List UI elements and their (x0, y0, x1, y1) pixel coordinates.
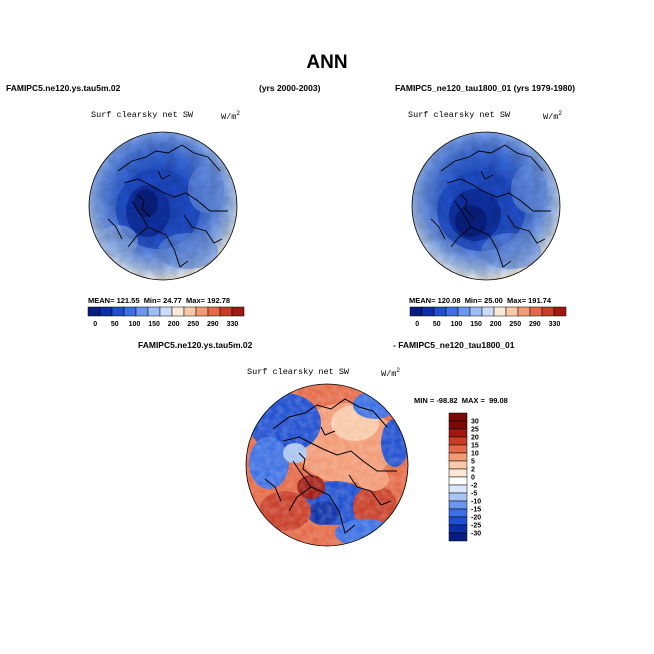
diff-colorbar-tick-label: 0 (471, 475, 475, 482)
panel2-colorbar-tick-label: 0 (415, 321, 419, 328)
panel2-colorbar-swatch (457, 306, 471, 317)
panel1-colorbar-swatch (171, 306, 185, 317)
panel1-colorbar-swatch (231, 306, 245, 317)
panel2-colorbar-tick-label: 50 (433, 321, 441, 328)
panel2-colorbar-swatch (517, 306, 531, 317)
panel2-colorbar-tick-label: 200 (490, 321, 502, 328)
diff-case-a: FAMIPC5.ne120.ys.tau5m.02 (138, 340, 253, 350)
panel1-case-name: FAMIPC5.ne120.ys.tau5m.02 (6, 83, 121, 93)
panel2-colorbar-swatch (409, 306, 423, 317)
diff-colorbar-tick-label: -2 (471, 483, 477, 490)
panel1-colorbar-tick-label: 100 (129, 321, 141, 328)
diff-colorbar-tick-label: 30 (471, 419, 479, 426)
panel2-colorbar-swatch (445, 306, 459, 317)
panel2-variable: Surf clearsky net SW (408, 110, 511, 120)
panel1-colorbar-swatch (135, 306, 149, 317)
diff-colorbar-swatch (448, 412, 468, 422)
panel1-colorbar-swatch (87, 306, 101, 317)
diff-colorbar-swatch (448, 436, 468, 446)
panel1-colorbar-tick-label: 200 (168, 321, 180, 328)
panel2-colorbar-swatch (433, 306, 447, 317)
panel2-colorbar: 0 50 100 150 200 250 290 330 (409, 306, 567, 328)
panel2-colorbar-swatch (421, 306, 435, 317)
panel1-colorbar-swatch (159, 306, 173, 317)
diff-colorbar-swatch (448, 420, 468, 430)
diff-colorbar-tick-label: -5 (471, 491, 477, 498)
panel1-colorbar-swatch (123, 306, 137, 317)
panel1-colorbar-tick-label: 330 (227, 321, 239, 328)
panel1-variable: Surf clearsky net SW (91, 110, 194, 120)
diff-colorbar-swatch (448, 492, 468, 502)
diff-colorbar-swatch (448, 476, 468, 486)
panel1-colorbar-tick-label: 150 (148, 321, 160, 328)
panel1-colorbar-swatch (219, 306, 233, 317)
panel1-stats: MEAN= 121.55 Min= 24.77 Max= 192.78 (88, 296, 231, 305)
diff-variable: Surf clearsky net SW (247, 367, 350, 377)
plot-title: ANN (306, 52, 348, 73)
panel1-colorbar-swatch (207, 306, 221, 317)
diff-colorbar-tick-label: 15 (471, 443, 479, 450)
diff-colorbar-tick-label: 5 (471, 459, 475, 466)
diff-case-b: - FAMIPC5_ne120_tau1800_01 (393, 340, 515, 350)
panel1-colorbar-swatch (183, 306, 197, 317)
panel2-case-name: FAMIPC5_ne120_tau1800_01 (yrs 1979-1980) (395, 83, 576, 93)
panel1-colorbar-tick-label: 0 (93, 321, 97, 328)
panel2-colorbar-swatch (481, 306, 495, 317)
diff-units: W/m2 (381, 367, 400, 379)
diff-colorbar-tick-label: 25 (471, 427, 479, 434)
panel2-colorbar-swatch (541, 306, 555, 317)
panel1-colorbar-tick-label: 250 (187, 321, 199, 328)
diff-colorbar-swatch (448, 460, 468, 470)
diff-colorbar-swatch (448, 524, 468, 534)
diff-colorbar-tick-label: -15 (471, 507, 481, 514)
panel1-colorbar-swatch (111, 306, 125, 317)
diff-minmax: MIN = -98.82 MAX = 99.08 (414, 396, 508, 405)
diff-colorbar-tick-label: 2 (471, 467, 475, 474)
diff-colorbar-swatch (448, 428, 468, 438)
panel2-colorbar-swatch (553, 306, 567, 317)
panel1-years: (yrs 2000-2003) (259, 83, 321, 93)
diff-colorbar-swatch (448, 508, 468, 518)
panel2-colorbar-tick-label: 150 (470, 321, 482, 328)
panel2-colorbar-tick-label: 100 (451, 321, 463, 328)
panel1-map (88, 131, 238, 281)
panel2-colorbar-tick-label: 330 (549, 321, 561, 328)
diff-colorbar-swatch (448, 468, 468, 478)
diff-colorbar-tick-label: -20 (471, 515, 481, 522)
panel2-colorbar-swatch (469, 306, 483, 317)
panel2-colorbar-swatch (529, 306, 543, 317)
diff-colorbar-tick-label: 20 (471, 435, 479, 442)
diff-colorbar-swatch (448, 500, 468, 510)
panel1-colorbar: 0 50 100 150 200 250 290 330 (87, 306, 245, 328)
diff-colorbar-swatch (448, 452, 468, 462)
diff-colorbar-swatch (448, 484, 468, 494)
panel2-units: W/m2 (543, 110, 562, 122)
diff-colorbar-tick-label: -30 (471, 531, 481, 538)
panel1-colorbar-tick-label: 50 (111, 321, 119, 328)
diff-colorbar-tick-label: -25 (471, 523, 481, 530)
panel2-colorbar-tick-label: 290 (529, 321, 541, 328)
diff-colorbar-tick-label: 10 (471, 451, 479, 458)
panel1-colorbar-tick-label: 290 (207, 321, 219, 328)
panel1-colorbar-swatch (195, 306, 209, 317)
diff-colorbar-swatch (448, 532, 468, 542)
panel1-units: W/m2 (221, 110, 240, 122)
diff-colorbar-swatch (448, 516, 468, 526)
panel2-map (411, 131, 561, 281)
diff-colorbar-swatch (448, 444, 468, 454)
diff-map (245, 383, 409, 547)
panel1-colorbar-swatch (99, 306, 113, 317)
panel2-colorbar-tick-label: 250 (509, 321, 521, 328)
panel1-colorbar-swatch (147, 306, 161, 317)
panel2-colorbar-swatch (505, 306, 519, 317)
panel2-stats: MEAN= 120.08 Min= 25.00 Max= 191.74 (409, 296, 552, 305)
diff-colorbar-tick-label: -10 (471, 499, 481, 506)
panel2-colorbar-swatch (493, 306, 507, 317)
